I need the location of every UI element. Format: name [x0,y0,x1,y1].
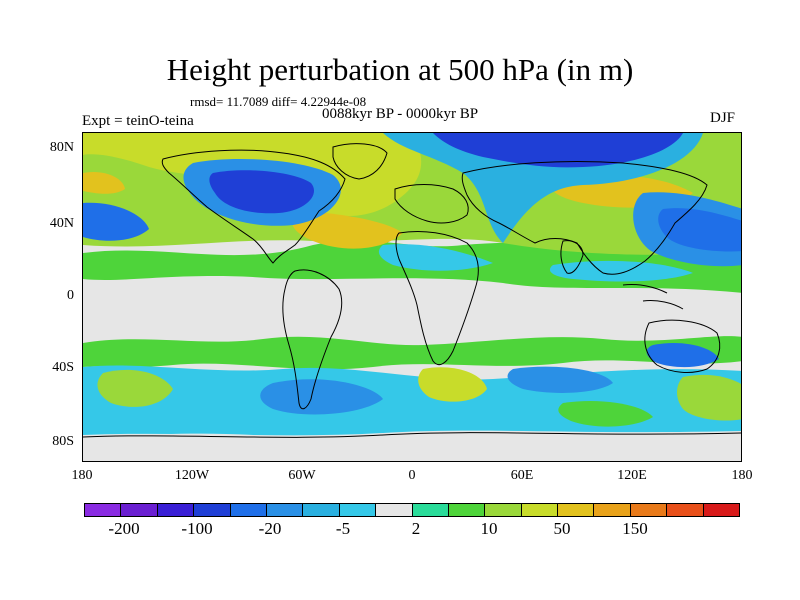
legend-label-m20: -20 [258,519,282,538]
legend-swatch [412,504,449,516]
contour-south-yellow-2 [418,367,487,402]
x-tick-120w: 120W [174,468,210,483]
legend-swatch [485,504,522,516]
legend-swatch [630,504,668,516]
legend-swatch [194,504,231,516]
x-tick-180e: 180 [731,468,753,483]
x-tick-60w: 60W [288,468,316,483]
contour-south-green-patch [558,400,653,427]
x-tick-0: 0 [408,468,416,483]
legend-swatch [594,504,631,516]
contour-westpac-low [83,202,149,241]
contour-south-yellow-1 [97,369,173,407]
legend-label-150: 150 [622,519,648,538]
coastlines [83,143,741,438]
legend-swatch [448,504,486,516]
rmsd-stats: rmsd= 11.7089 diff= 4.22944e-08 [190,94,367,109]
legend-swatch [121,504,158,516]
season-label: DJF [710,110,736,126]
coast-australia [644,319,721,373]
contour-na-low-dark [209,170,315,214]
legend-label-m200: -200 [108,519,140,538]
experiment-label: Expt = teinO-teina [82,113,194,129]
y-tick-0: 0 [67,288,74,303]
contour-south-cyan [83,365,741,437]
coast-greenland [332,143,388,180]
coast-antarctica [83,432,741,438]
coast-india [560,240,584,274]
figure-title: Height perturbation at 500 hPa (in m) [166,52,634,87]
contour-south-blue-3 [646,342,719,368]
contour-antarctic [83,430,741,461]
contour-pacific-orange [83,171,125,194]
x-tick-60e: 60E [510,468,534,483]
legend-label-m100: -100 [181,519,213,538]
legend-swatch [703,504,740,516]
legend-swatch [230,504,267,516]
legend-swatch [667,504,704,516]
legend-label-10: 10 [480,519,498,538]
legend-swatch [266,504,304,516]
contour-south-yellow-3 [677,374,741,421]
coast-asia [461,160,708,275]
legend-swatch [376,504,413,516]
contour-eurasia-low-dark [433,133,683,168]
contour-south-blue [260,379,383,415]
legend-swatch [339,504,377,516]
height-perturbation-map [82,132,742,462]
y-tick-40n: 40N [49,216,74,231]
contour-field [83,133,741,461]
legend-label-m5: -5 [335,519,351,538]
legend-swatch [85,504,122,516]
contour-south-green [83,336,741,370]
color-legend [84,503,740,517]
y-tick-40s: 40S [52,360,74,375]
period-label: 0088kyr BP - 0000kyr BP [322,106,479,122]
legend-label-50: 50 [553,519,571,538]
legend-swatch [303,504,340,516]
coast-north-america [161,149,346,264]
coast-africa [395,230,479,366]
contour-tropic-cyan-1 [378,244,493,271]
legend-swatch [521,504,559,516]
legend-swatch [558,504,595,516]
contour-tropic-cyan-2 [549,260,693,282]
coast-europe [394,184,469,224]
contour-south-blue-2 [507,366,613,393]
legend-label-2: 2 [411,519,421,538]
x-tick-120e: 120E [617,468,647,483]
y-tick-80s: 80S [52,434,74,449]
contour-atlantic-orange [292,211,403,249]
x-tick-180w: 180 [71,468,93,483]
legend-swatch [157,504,195,516]
coast-south-america [282,269,343,410]
y-tick-80n: 80N [49,140,74,155]
coast-indonesia [622,284,684,310]
